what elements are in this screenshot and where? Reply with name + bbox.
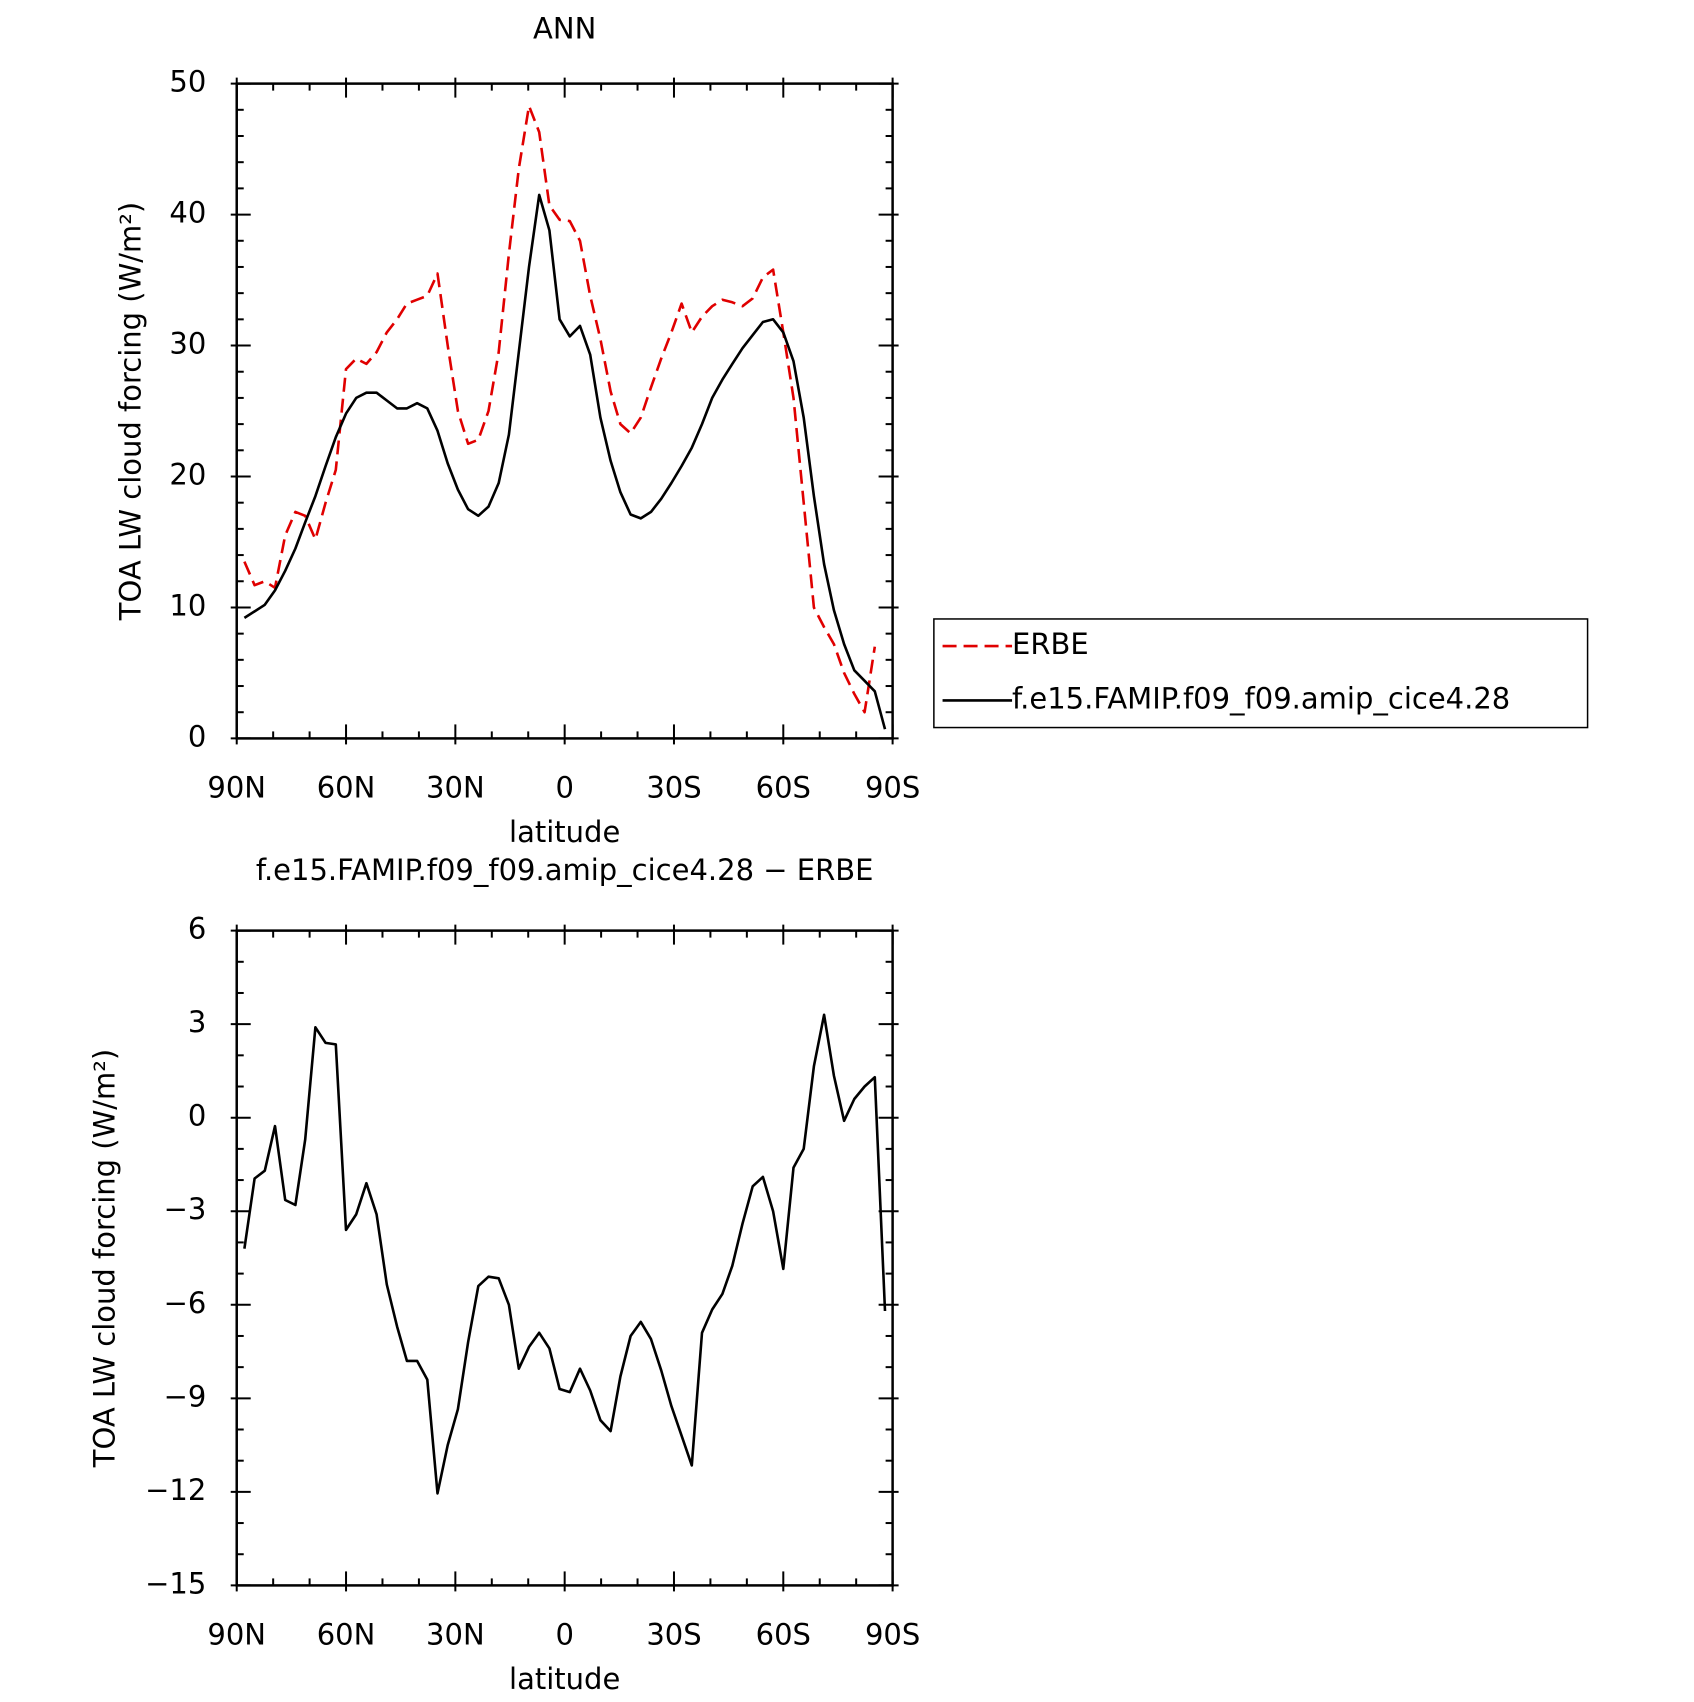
chart-title: ANN — [533, 11, 596, 45]
x-tick-label: 30N — [426, 770, 485, 804]
y-tick-label: 30 — [169, 327, 206, 361]
x-tick-label: 90S — [865, 770, 920, 804]
y-tick-label: 50 — [169, 65, 206, 99]
data-line — [243, 193, 887, 730]
plot-frame — [235, 82, 894, 740]
y-tick-label: 0 — [188, 1099, 206, 1133]
x-tick-label: 30S — [646, 1617, 701, 1651]
y-tick-label: 40 — [169, 196, 206, 230]
legend-box — [933, 618, 1589, 729]
y-tick-label: 20 — [169, 457, 206, 491]
x-tick-label: 90N — [207, 1617, 266, 1651]
x-tick-label: 90N — [207, 770, 266, 804]
y-tick-label: −9 — [164, 1379, 207, 1413]
x-tick-label: 0 — [555, 1617, 573, 1651]
x-tick-label: 60S — [756, 1617, 811, 1651]
y-axis-label: TOA LW cloud forcing (W/m²) — [87, 1049, 121, 1468]
y-tick-label: −12 — [145, 1473, 206, 1507]
legend-label: ERBE — [1012, 627, 1089, 661]
x-tick-label: 90S — [865, 1617, 920, 1651]
x-tick-label: 60S — [756, 770, 811, 804]
x-axis-label: latitude — [509, 815, 620, 849]
y-tick-label: 3 — [188, 1005, 206, 1039]
y-tick-label: −6 — [164, 1286, 207, 1320]
y-tick-label: −15 — [145, 1566, 206, 1600]
y-tick-label: −3 — [164, 1192, 207, 1226]
data-line — [243, 1013, 887, 1495]
y-tick-label: 0 — [188, 719, 206, 753]
x-tick-label: 30N — [426, 1617, 485, 1651]
x-tick-label: 60N — [317, 1617, 376, 1651]
x-tick-label: 60N — [317, 770, 376, 804]
x-tick-label: 0 — [555, 770, 573, 804]
chart-title: f.e15.FAMIP.f09_f09.amip_cice4.28 − ERBE — [256, 853, 874, 887]
x-axis-label: latitude — [509, 1662, 620, 1696]
x-tick-label: 30S — [646, 770, 701, 804]
data-line — [243, 104, 877, 714]
legend-label: f.e15.FAMIP.f09_f09.amip_cice4.28 — [1012, 681, 1510, 715]
y-tick-label: 10 — [169, 588, 206, 622]
y-tick-label: 6 — [188, 912, 206, 946]
plot-frame — [235, 929, 894, 1587]
y-axis-label: TOA LW cloud forcing (W/m²) — [113, 202, 147, 621]
